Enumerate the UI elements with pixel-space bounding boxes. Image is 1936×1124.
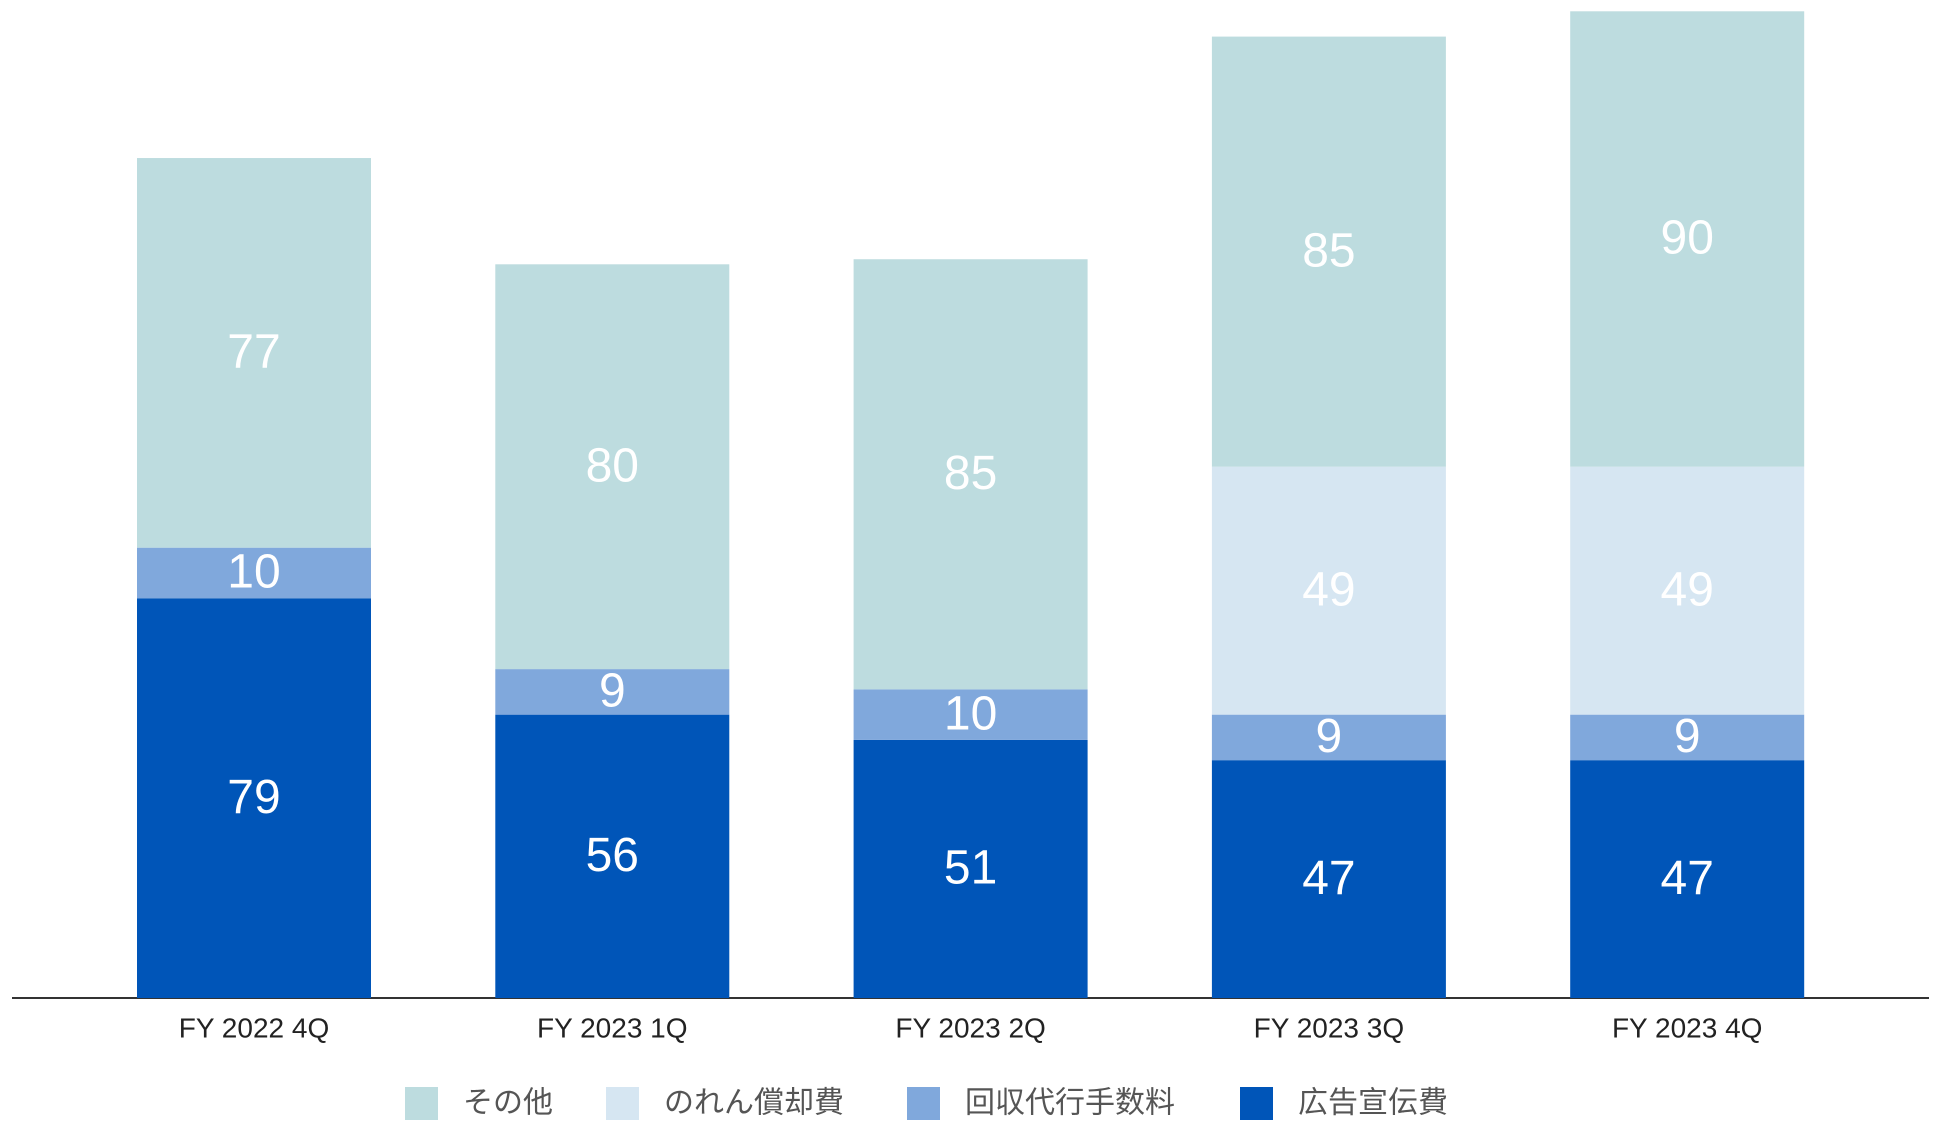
- data-label: 10: [227, 546, 280, 599]
- bar-segment: [137, 158, 371, 548]
- data-label: 90: [1661, 212, 1714, 265]
- legend-swatch: [405, 1087, 438, 1120]
- legend-label: 広告宣伝費: [1298, 1086, 1448, 1121]
- data-label: 79: [227, 771, 280, 824]
- data-label: 51: [944, 842, 997, 895]
- data-label: 9: [1674, 710, 1701, 763]
- bar-segment: [1570, 466, 1805, 715]
- bar-segment: [1570, 714, 1805, 761]
- legend-swatch: [606, 1087, 639, 1120]
- bar-segment: [1211, 466, 1446, 715]
- bar-segment: [137, 547, 371, 599]
- bar-segment: [853, 259, 1088, 690]
- data-label: 47: [1661, 852, 1714, 905]
- data-label: 56: [586, 829, 639, 882]
- bar-segment: [495, 714, 730, 998]
- legend-label: 回収代行手数料: [965, 1086, 1175, 1121]
- legend-swatch: [907, 1087, 940, 1120]
- legend-swatch: [1240, 1087, 1273, 1120]
- x-tick-label: FY 2023 2Q: [895, 1012, 1045, 1043]
- x-tick-label: FY 2023 4Q: [1612, 1012, 1762, 1043]
- x-tick-label: FY 2022 4Q: [179, 1012, 329, 1043]
- legend-label: その他: [463, 1086, 553, 1121]
- data-label: 85: [944, 447, 997, 500]
- bar-segment: [1570, 11, 1805, 467]
- x-tick-label: FY 2023 3Q: [1254, 1012, 1404, 1043]
- bar-segment: [853, 689, 1088, 740]
- x-tick-label: FY 2023 1Q: [537, 1012, 687, 1043]
- bar-segment: [1570, 760, 1805, 998]
- bar-segment: [1211, 760, 1446, 998]
- data-label: 9: [599, 665, 626, 718]
- data-label: 49: [1661, 563, 1714, 616]
- bar-segment: [495, 669, 730, 715]
- data-label: 10: [944, 687, 997, 740]
- legend-label: のれん償却費: [664, 1086, 844, 1121]
- bar-segment: [1211, 36, 1446, 467]
- bar-segment: [1211, 714, 1446, 761]
- data-label: 9: [1316, 710, 1343, 763]
- data-label: 49: [1302, 563, 1355, 616]
- data-label: 77: [227, 326, 280, 379]
- bar-segment: [137, 598, 371, 998]
- bar-segment: [853, 739, 1088, 998]
- bar-segment: [495, 264, 730, 670]
- data-label: 80: [586, 439, 639, 492]
- data-label: 47: [1302, 852, 1355, 905]
- data-label: 85: [1302, 224, 1355, 277]
